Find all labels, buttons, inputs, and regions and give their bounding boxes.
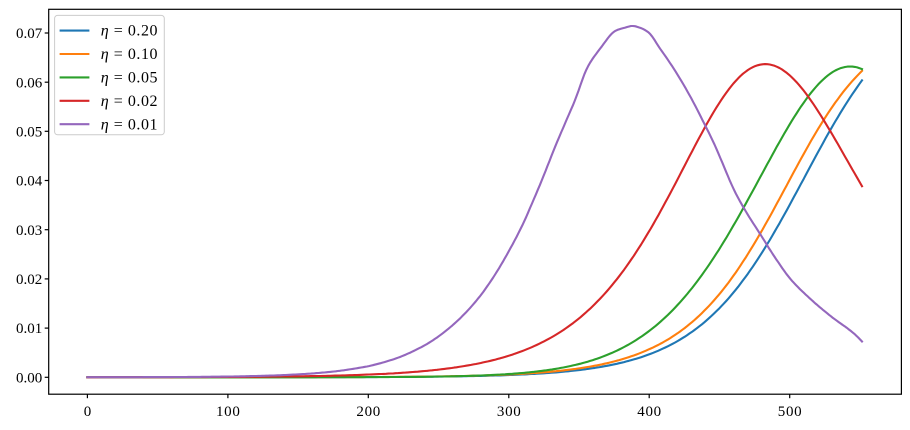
- svg-text:0.01: 0.01: [16, 321, 42, 337]
- svg-text:0.02: 0.02: [16, 272, 42, 288]
- svg-text:0.00: 0.00: [16, 370, 42, 386]
- svg-text:0.05: 0.05: [16, 124, 42, 140]
- svg-text:100: 100: [216, 404, 241, 420]
- svg-text:500: 500: [778, 404, 803, 420]
- svg-text:η = 0.01: η = 0.01: [101, 116, 158, 133]
- svg-text:300: 300: [497, 404, 522, 420]
- svg-text:400: 400: [637, 404, 662, 420]
- svg-text:0.06: 0.06: [16, 75, 43, 91]
- svg-text:η = 0.20: η = 0.20: [101, 23, 158, 40]
- svg-text:η = 0.02: η = 0.02: [101, 93, 158, 110]
- svg-text:η = 0.10: η = 0.10: [101, 46, 158, 63]
- svg-text:0: 0: [84, 404, 92, 420]
- svg-text:0.07: 0.07: [16, 26, 43, 42]
- svg-text:200: 200: [356, 404, 381, 420]
- svg-text:η = 0.05: η = 0.05: [101, 70, 158, 87]
- svg-text:0.04: 0.04: [16, 174, 43, 190]
- svg-text:0.03: 0.03: [16, 223, 42, 239]
